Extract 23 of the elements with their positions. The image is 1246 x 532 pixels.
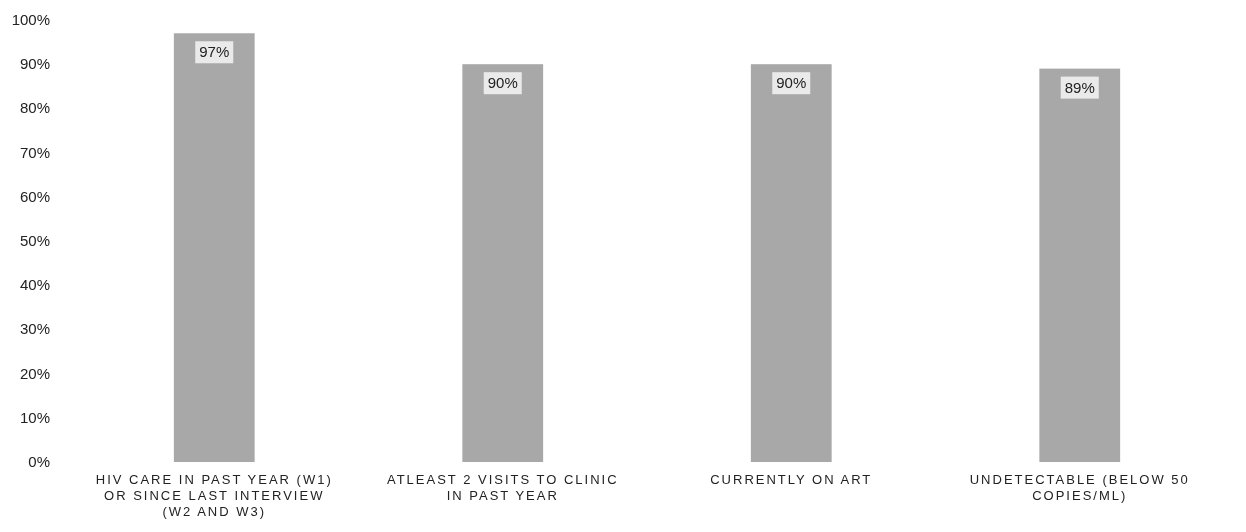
data-label: 97% [199,43,230,61]
x-tick-label: UNDETECTABLE (BELOW 50 COPIES/ML) [969,472,1190,503]
y-tick-label: 50% [19,232,50,249]
bar [750,64,832,462]
y-tick-label: 90% [19,55,50,73]
y-tick-label: 0% [28,453,50,470]
y-tick-label: 70% [19,143,50,161]
y-tick-label: 20% [19,364,50,382]
bar [462,64,544,462]
bar [1039,68,1121,462]
bar [173,33,255,462]
y-tick-label: 30% [19,320,50,338]
y-tick-label: 100% [11,11,50,28]
x-tick-label: ATLEAST 2 VISITS TO CLINIC IN PAST YEAR [386,472,619,503]
y-tick-label: 60% [19,187,50,205]
y-tick-label: 10% [19,408,50,426]
data-label: 89% [1064,78,1095,96]
x-tick-label: HIV CARE IN PAST YEAR (W1) OR SINCE LAST INTERVIEW (W2 AND W3) [95,472,333,519]
x-tick-label: CURRENTLY ON ART [710,472,873,487]
data-label: 90% [776,74,807,92]
y-tick-label: 80% [19,99,50,117]
y-tick-label: 40% [19,276,50,294]
data-label: 90% [487,74,518,92]
